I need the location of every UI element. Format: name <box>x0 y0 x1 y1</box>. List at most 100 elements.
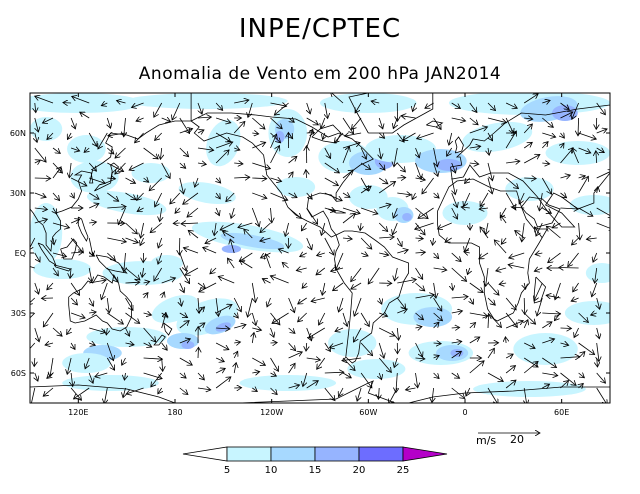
wind-vector <box>117 101 126 103</box>
wind-vector <box>379 237 394 238</box>
wind-vector <box>523 142 532 149</box>
wind-vector <box>70 177 87 186</box>
wind-vector <box>298 312 307 322</box>
wind-vector <box>125 237 139 243</box>
wind-vector <box>215 102 223 110</box>
wind-vector <box>306 237 312 250</box>
wind-vector <box>487 297 495 305</box>
wind-vector <box>215 117 231 123</box>
lat-tick-label: 30N <box>10 189 26 198</box>
wind-vector <box>288 118 295 122</box>
wind-vector <box>523 312 535 324</box>
wind-vector <box>542 339 554 344</box>
wind-vector <box>47 282 54 290</box>
wind-vector <box>542 163 549 164</box>
wind-vector <box>252 357 265 365</box>
anomaly-patch <box>585 263 610 283</box>
wind-vector <box>537 297 543 316</box>
wind-vector <box>233 297 241 312</box>
wind-vector <box>214 222 216 236</box>
wind-vector <box>107 312 123 324</box>
wind-vector <box>234 100 249 103</box>
lat-tick-label: 60N <box>10 129 26 138</box>
wind-vector <box>265 254 271 269</box>
wind-vector <box>342 238 352 239</box>
anomaly-patch <box>221 245 242 253</box>
wind-vector <box>487 348 494 359</box>
wind-vector <box>412 192 415 200</box>
wind-vector <box>252 178 266 179</box>
wind-vector <box>70 267 71 278</box>
wind-vector <box>137 192 144 200</box>
wind-vector <box>534 227 543 239</box>
wind-vector <box>179 387 188 395</box>
wind-vector <box>451 267 467 281</box>
wind-vector <box>505 321 523 329</box>
wind-vector <box>433 147 438 167</box>
wind-vector <box>230 239 235 254</box>
wind-vector <box>596 222 610 230</box>
wind-vector <box>378 222 388 232</box>
coastline <box>68 273 132 332</box>
wind-vector <box>125 282 140 283</box>
wind-vector <box>179 147 189 157</box>
wind-vector <box>524 155 540 164</box>
wind-vector <box>523 94 538 104</box>
wind-vector <box>524 178 536 179</box>
wind-vector <box>252 133 258 134</box>
wind-vector <box>158 387 162 394</box>
coastline <box>163 322 173 336</box>
reference-vector-value: 20 <box>510 433 524 446</box>
anomaly-patch <box>178 181 236 205</box>
wind-vector <box>160 147 161 159</box>
wind-vector <box>354 297 362 316</box>
wind-vector <box>394 357 397 368</box>
wind-vector <box>216 192 220 199</box>
wind-vector <box>378 342 384 358</box>
wind-vector <box>342 358 362 361</box>
wind-vector <box>252 333 254 344</box>
wind-vector <box>568 252 579 267</box>
wind-vector <box>234 177 250 178</box>
wind-vector <box>524 118 533 119</box>
wind-vector <box>282 262 289 269</box>
wind-vector <box>210 267 217 274</box>
wind-vector <box>107 162 123 172</box>
wind-vector <box>71 252 83 253</box>
lon-tick-label: 60E <box>554 408 569 417</box>
wind-vector <box>597 327 600 339</box>
wind-vector <box>34 178 51 179</box>
wind-vector <box>161 342 168 350</box>
wind-vector <box>155 132 162 140</box>
wind-vector <box>571 298 579 301</box>
wind-vector <box>303 372 308 387</box>
wind-vector <box>378 387 379 399</box>
anomaly-patch <box>126 93 288 109</box>
reference-vector: m/s 20 <box>476 433 540 447</box>
wind-vector <box>179 339 191 343</box>
wind-vector <box>554 312 561 321</box>
lat-tick-label: 30S <box>11 309 26 318</box>
wind-vector <box>451 252 461 262</box>
wind-vector <box>345 133 362 136</box>
wind-vector <box>469 323 476 329</box>
wind-vector <box>451 297 468 298</box>
wind-vector <box>334 132 344 143</box>
wind-vector <box>397 193 411 195</box>
wind-vector <box>378 133 384 138</box>
wind-vector <box>560 372 577 385</box>
wind-vector <box>397 279 416 284</box>
colorbar-label: 10 <box>265 465 278 476</box>
wind-vector <box>30 312 36 319</box>
wind-vector <box>296 268 307 271</box>
wind-vector <box>89 177 105 183</box>
anomaly-patch <box>320 93 417 113</box>
wind-vector <box>451 311 463 313</box>
wind-vector <box>306 192 313 199</box>
wind-vector <box>445 238 452 242</box>
wind-vector <box>52 222 70 228</box>
wind-vector <box>89 327 105 333</box>
wind-vector <box>480 192 489 206</box>
colorbar-label: 15 <box>309 465 322 476</box>
wind-vector <box>69 162 71 178</box>
